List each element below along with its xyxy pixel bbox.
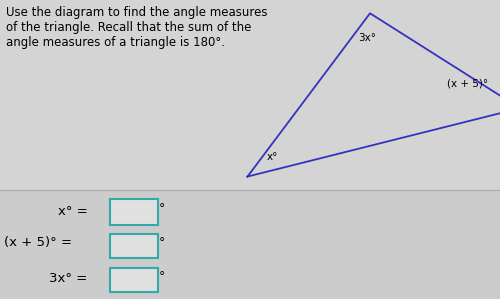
Text: (x + 5)°: (x + 5)° xyxy=(447,79,488,89)
Text: Use the diagram to find the angle measures
of the triangle. Recall that the sum : Use the diagram to find the angle measur… xyxy=(6,6,268,49)
Text: 3x°: 3x° xyxy=(358,33,376,43)
Text: °: ° xyxy=(159,202,166,215)
Bar xyxy=(0,0,500,190)
Bar xyxy=(110,199,158,225)
Text: 3x° =: 3x° = xyxy=(49,272,88,285)
Text: °: ° xyxy=(159,236,166,249)
Bar xyxy=(110,234,158,257)
Text: (x + 5)° =: (x + 5)° = xyxy=(4,236,72,249)
Bar xyxy=(0,190,500,299)
Text: x° =: x° = xyxy=(58,205,88,218)
Text: °: ° xyxy=(159,270,166,283)
Bar xyxy=(110,269,158,292)
Text: x°: x° xyxy=(267,152,278,162)
